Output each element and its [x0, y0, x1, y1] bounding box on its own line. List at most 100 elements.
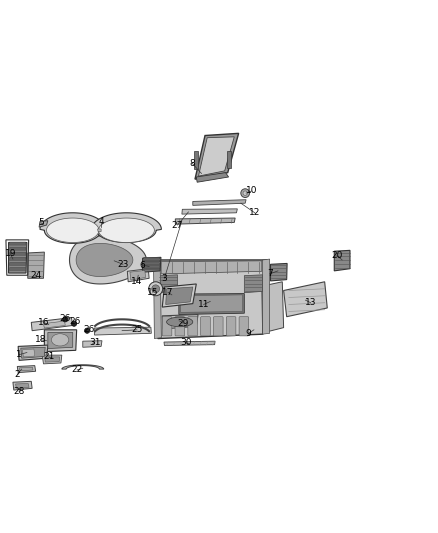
Polygon shape [15, 384, 29, 389]
Text: 28: 28 [13, 387, 25, 397]
Polygon shape [166, 287, 193, 304]
Polygon shape [164, 341, 215, 345]
Polygon shape [144, 260, 160, 262]
Polygon shape [144, 265, 160, 267]
Polygon shape [10, 268, 26, 270]
Text: 16: 16 [38, 318, 49, 327]
Polygon shape [271, 263, 287, 281]
Text: 25: 25 [131, 325, 143, 334]
Polygon shape [28, 252, 44, 278]
Ellipse shape [166, 317, 193, 327]
Polygon shape [10, 242, 26, 245]
Circle shape [241, 189, 250, 198]
Polygon shape [98, 229, 101, 231]
Polygon shape [10, 247, 26, 250]
Polygon shape [21, 348, 45, 358]
Polygon shape [43, 321, 65, 328]
Text: 29: 29 [177, 319, 189, 328]
Text: 21: 21 [43, 352, 54, 361]
Polygon shape [130, 270, 146, 280]
Polygon shape [31, 318, 73, 330]
Text: 11: 11 [198, 300, 209, 309]
Text: 8: 8 [189, 158, 195, 167]
Polygon shape [262, 282, 284, 333]
Polygon shape [10, 252, 26, 255]
Polygon shape [17, 366, 35, 373]
Polygon shape [198, 137, 234, 176]
Polygon shape [182, 209, 237, 214]
Polygon shape [227, 151, 231, 168]
Polygon shape [127, 269, 149, 282]
Text: 10: 10 [246, 187, 258, 196]
Text: 3: 3 [162, 274, 167, 283]
FancyBboxPatch shape [226, 317, 236, 336]
Polygon shape [194, 151, 198, 169]
Polygon shape [162, 314, 198, 329]
Polygon shape [10, 262, 26, 265]
Polygon shape [180, 295, 243, 312]
Text: 5: 5 [38, 219, 44, 228]
Ellipse shape [51, 334, 69, 346]
Text: 15: 15 [147, 288, 159, 297]
Text: 26: 26 [69, 318, 81, 326]
Text: 12: 12 [249, 208, 261, 217]
Polygon shape [10, 257, 26, 260]
Polygon shape [62, 365, 104, 369]
Polygon shape [44, 330, 77, 352]
Polygon shape [46, 218, 99, 243]
Polygon shape [175, 218, 235, 224]
Polygon shape [143, 257, 161, 272]
Polygon shape [19, 367, 33, 371]
Polygon shape [284, 282, 327, 317]
FancyBboxPatch shape [175, 317, 185, 336]
Polygon shape [155, 260, 267, 338]
Text: 6: 6 [140, 261, 145, 270]
Text: 27: 27 [172, 221, 183, 230]
Text: 23: 23 [117, 260, 129, 269]
Polygon shape [42, 355, 62, 364]
FancyBboxPatch shape [213, 317, 223, 336]
Text: 24: 24 [30, 271, 41, 280]
Polygon shape [334, 251, 350, 271]
Polygon shape [76, 244, 133, 277]
Polygon shape [159, 261, 262, 274]
Polygon shape [153, 260, 161, 338]
Text: 31: 31 [89, 337, 100, 346]
Polygon shape [48, 333, 73, 349]
Text: 4: 4 [98, 217, 104, 226]
Polygon shape [196, 173, 229, 182]
Polygon shape [159, 275, 177, 293]
Polygon shape [45, 357, 60, 362]
FancyBboxPatch shape [201, 317, 210, 336]
Text: 18: 18 [35, 335, 46, 344]
Polygon shape [13, 381, 32, 390]
Text: 7: 7 [267, 269, 272, 278]
Text: 26: 26 [60, 313, 71, 322]
Circle shape [243, 191, 247, 195]
Text: 1: 1 [16, 350, 22, 359]
Text: 17: 17 [162, 288, 173, 297]
Text: 30: 30 [180, 338, 192, 348]
Polygon shape [70, 236, 146, 284]
Polygon shape [99, 218, 154, 243]
Polygon shape [244, 275, 263, 293]
Text: 22: 22 [71, 366, 83, 375]
Text: 26: 26 [83, 325, 95, 334]
Circle shape [152, 285, 159, 293]
Polygon shape [22, 349, 35, 357]
Polygon shape [83, 341, 102, 348]
Polygon shape [39, 221, 48, 227]
Polygon shape [195, 133, 239, 179]
Polygon shape [179, 294, 244, 314]
Text: 9: 9 [246, 329, 251, 338]
Polygon shape [144, 268, 160, 270]
Circle shape [85, 328, 90, 333]
Polygon shape [162, 284, 196, 307]
Circle shape [63, 317, 68, 322]
Polygon shape [40, 213, 106, 244]
Polygon shape [92, 213, 161, 243]
FancyBboxPatch shape [162, 317, 172, 336]
Circle shape [149, 282, 162, 296]
Polygon shape [144, 257, 160, 259]
FancyBboxPatch shape [188, 317, 198, 336]
